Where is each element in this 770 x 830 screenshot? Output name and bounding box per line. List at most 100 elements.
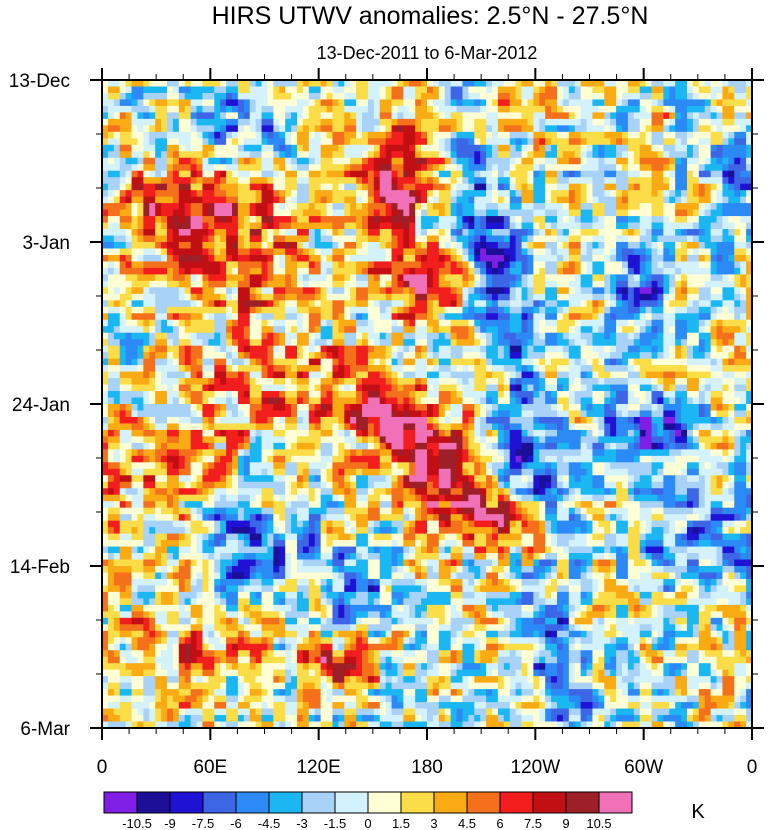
heatmap-cell — [704, 306, 712, 314]
heatmap-cell — [651, 170, 659, 178]
heatmap-cell — [149, 358, 156, 366]
heatmap-cell — [255, 118, 263, 126]
heatmap-cell — [698, 131, 706, 139]
heatmap-cell — [545, 339, 552, 347]
heatmap-cell — [687, 326, 694, 334]
heatmap-cell — [604, 144, 611, 152]
heatmap-cell — [562, 92, 570, 101]
heatmap-cell — [397, 248, 404, 256]
heatmap-cell — [249, 112, 257, 120]
heatmap-cell — [421, 313, 428, 321]
heatmap-cell — [598, 332, 605, 340]
heatmap-cell — [344, 313, 351, 321]
heatmap-cell — [409, 105, 416, 113]
heatmap-cell — [397, 267, 404, 275]
heatmap-cell — [692, 339, 700, 347]
heatmap-cell — [663, 170, 670, 178]
heatmap-cell — [161, 222, 168, 230]
heatmap-cell — [379, 229, 387, 237]
heatmap-cell — [539, 164, 546, 172]
heatmap-cell — [338, 306, 345, 314]
heatmap-cell — [131, 254, 139, 263]
heatmap-cell — [308, 242, 316, 250]
heatmap-cell — [415, 209, 422, 217]
heatmap-cell — [675, 125, 682, 133]
heatmap-cell — [208, 183, 215, 191]
heatmap-cell — [716, 131, 724, 139]
heatmap-cell — [515, 254, 523, 263]
heatmap-cell — [220, 254, 227, 263]
heatmap-cell — [344, 216, 351, 224]
heatmap-cell — [362, 138, 369, 146]
heatmap-cell — [627, 92, 635, 101]
heatmap-cell — [344, 365, 351, 373]
heatmap-cell — [497, 131, 505, 139]
heatmap-cell — [704, 80, 712, 88]
heatmap-cell — [226, 261, 233, 269]
heatmap-cell — [415, 112, 422, 120]
heatmap-cell — [379, 358, 387, 366]
heatmap-cell — [592, 293, 599, 301]
heatmap-cell — [273, 183, 280, 191]
heatmap-cell — [119, 86, 127, 94]
heatmap-cell — [379, 183, 387, 191]
heatmap-cell — [444, 177, 452, 185]
heatmap-cell — [692, 358, 700, 366]
heatmap-cell — [515, 144, 523, 152]
heatmap-cell — [302, 222, 310, 230]
heatmap-cell — [480, 177, 487, 185]
heatmap-cell — [291, 144, 298, 152]
heatmap-cell — [450, 274, 458, 282]
heatmap-cell — [698, 86, 706, 94]
heatmap-cell — [669, 170, 676, 178]
heatmap-cell — [515, 151, 523, 159]
heatmap-cell — [385, 105, 393, 113]
heatmap-cell — [172, 300, 180, 308]
heatmap-cell — [149, 222, 156, 230]
heatmap-cell — [379, 222, 387, 230]
heatmap-cell — [220, 235, 227, 243]
heatmap-cell — [586, 339, 594, 347]
heatmap-cell — [527, 287, 534, 295]
heatmap-cell — [645, 99, 653, 107]
heatmap-cell — [574, 86, 582, 94]
heatmap-cell — [503, 326, 511, 334]
heatmap-cell — [373, 105, 381, 113]
heatmap-cell — [663, 131, 670, 139]
heatmap-cell — [143, 339, 150, 347]
heatmap-cell — [285, 183, 292, 191]
heatmap-cell — [155, 313, 162, 321]
heatmap-cell — [716, 222, 724, 230]
heatmap-cell — [698, 280, 706, 288]
heatmap-cell — [302, 326, 310, 334]
heatmap-cell — [580, 267, 588, 275]
heatmap-cell — [704, 326, 712, 334]
heatmap-cell — [291, 248, 298, 256]
heatmap-cell — [740, 80, 747, 88]
heatmap-cell — [196, 274, 204, 282]
heatmap-cell — [639, 229, 647, 237]
heatmap-cell — [125, 118, 133, 126]
heatmap-cell — [657, 92, 664, 101]
heatmap-cell — [202, 287, 209, 295]
heatmap-cell — [710, 274, 718, 282]
heatmap-cell — [503, 339, 511, 347]
heatmap-cell — [332, 358, 339, 366]
heatmap-cell — [598, 242, 605, 250]
heatmap-cell — [746, 112, 752, 120]
heatmap-cell — [633, 274, 641, 282]
heatmap-cell — [604, 358, 611, 366]
heatmap-cell — [592, 203, 599, 211]
heatmap-cell — [574, 99, 582, 107]
heatmap-cell — [397, 183, 404, 191]
heatmap-cell — [687, 358, 694, 366]
heatmap-cell — [492, 138, 499, 146]
heatmap-cell — [533, 352, 540, 360]
heatmap-cell — [474, 125, 481, 133]
heatmap-cell — [232, 190, 239, 198]
heatmap-cell — [568, 125, 576, 133]
heatmap-cell — [161, 203, 168, 211]
heatmap-cell — [427, 352, 434, 360]
heatmap-cell — [249, 306, 257, 314]
heatmap-cell — [586, 80, 594, 88]
